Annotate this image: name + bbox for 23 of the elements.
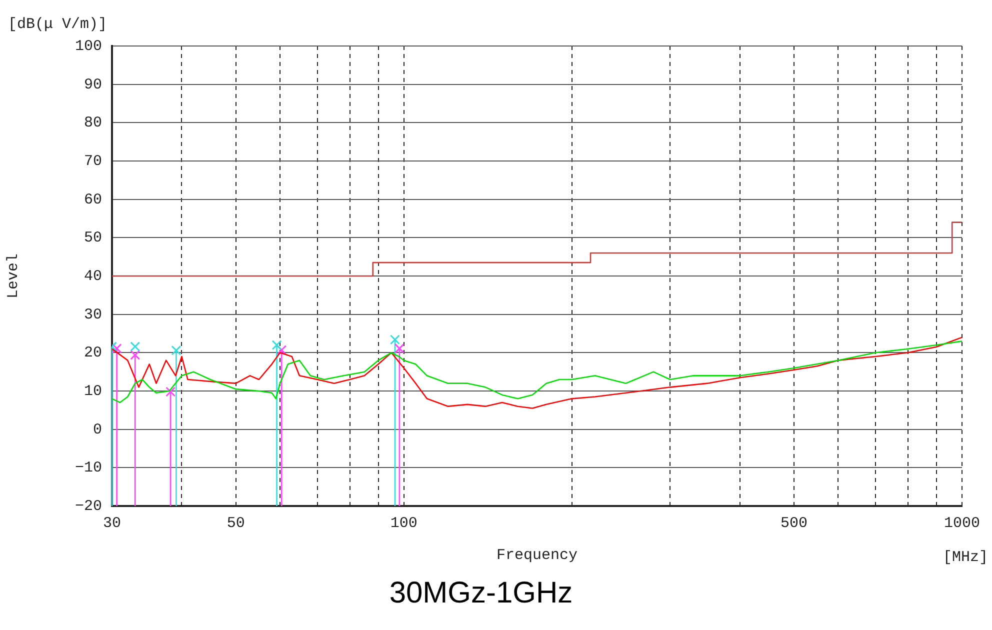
y-tick-label: 50 (84, 230, 102, 247)
y-tick-label: −20 (74, 498, 102, 515)
y-tick-label: 10 (84, 382, 102, 400)
x-axis-title: Frequency (496, 546, 578, 564)
x-tick-label: 1000 (944, 514, 980, 532)
y-tick-label: 70 (84, 152, 102, 170)
text: 30MGz-1GHz (389, 576, 573, 610)
text: [dB(μ V/m)] (8, 16, 108, 33)
x-tick-label: 100 (390, 514, 418, 532)
y-tick-label: 60 (84, 191, 102, 208)
x-tick-label: 500 (780, 514, 808, 532)
y-axis-title: Level (4, 253, 22, 299)
y-tick-label: 20 (84, 344, 102, 362)
y-tick-label: 90 (84, 76, 102, 94)
y-tick-label: 80 (84, 114, 102, 132)
x-tick-label: 50 (226, 514, 245, 532)
y-tick-label: −10 (74, 460, 102, 477)
text: [MHz] (942, 548, 988, 566)
y-tick-label: 30 (84, 306, 102, 324)
x-tick-label: 30 (102, 514, 122, 532)
y-tick-label: 40 (84, 268, 102, 285)
y-tick-label: 100 (74, 38, 102, 55)
y-tick-label: 0 (92, 421, 102, 438)
